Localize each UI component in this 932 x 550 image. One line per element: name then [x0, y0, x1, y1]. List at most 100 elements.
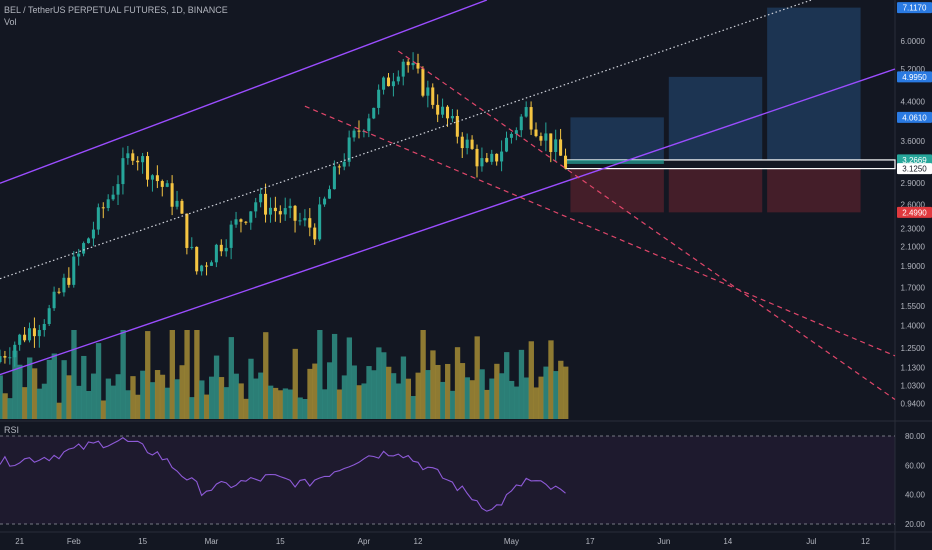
volume-area	[0, 330, 569, 419]
volume-bar	[494, 363, 500, 419]
volume-bar	[95, 343, 102, 419]
candle-body	[8, 357, 12, 359]
candle-body	[450, 116, 454, 119]
rsi-tick-label: 60.00	[905, 461, 926, 470]
rsi-panel: 80.00 60.00 40.00 20.00	[0, 432, 926, 529]
candle-body	[283, 208, 287, 215]
time-tick-label: Jun	[657, 537, 670, 546]
time-tick-label: 15	[276, 537, 285, 546]
candle-body	[62, 277, 66, 293]
time-tick-label: May	[504, 537, 519, 546]
volume-bar	[140, 370, 146, 419]
volume-bar	[179, 365, 185, 419]
candle-body	[298, 220, 302, 222]
volume-bar	[459, 363, 466, 419]
time-tick-label: 14	[723, 537, 732, 546]
volume-bar	[435, 364, 441, 419]
volume-bar	[322, 389, 328, 419]
time-tick-label: 12	[861, 537, 870, 546]
price-tick-label: 2.6000	[901, 201, 926, 210]
price-tag-box	[897, 111, 932, 123]
candle-body	[318, 204, 322, 240]
candle-body	[534, 129, 538, 137]
candle-body	[529, 107, 533, 130]
candle-body	[155, 175, 159, 182]
candle-body	[377, 89, 381, 108]
candle-body	[52, 291, 56, 309]
candle-body	[332, 166, 336, 190]
volume-bar	[46, 359, 53, 419]
candle-body	[514, 130, 518, 134]
volume-bar	[27, 357, 33, 419]
volume-bar	[563, 366, 569, 419]
time-tick-label: Apr	[358, 537, 371, 546]
candle-body	[391, 81, 395, 87]
candle-body	[160, 181, 164, 187]
candle-body	[465, 139, 469, 149]
price-tick-label: 1.2500	[901, 344, 926, 353]
candle-body	[441, 106, 445, 115]
candle-body	[490, 153, 494, 162]
candle-body	[480, 158, 484, 167]
volume-bar	[12, 350, 18, 419]
volume-label: Vol	[4, 17, 17, 27]
candle-body	[82, 243, 86, 254]
candle-body	[460, 136, 464, 149]
volume-bar	[86, 390, 92, 419]
candle-body	[273, 207, 277, 212]
candle-body	[101, 207, 105, 209]
trend-drawings	[0, 0, 896, 400]
candle-body	[544, 133, 548, 141]
volume-bar	[31, 368, 38, 419]
candle-body	[411, 63, 415, 66]
volume-bar	[268, 385, 274, 419]
candle-body	[524, 107, 528, 117]
candle-body	[406, 61, 410, 66]
volume-bar	[449, 390, 456, 419]
candle-body	[549, 133, 553, 153]
candle-body	[27, 328, 32, 341]
target-zone	[767, 7, 861, 160]
volume-bar	[76, 385, 82, 419]
volume-bar	[381, 352, 387, 419]
candle-body	[308, 218, 312, 228]
candle-body	[126, 153, 130, 159]
candle-body	[268, 207, 272, 215]
time-tick-label: 12	[414, 537, 423, 546]
price-tag-label: 4.9950	[902, 73, 927, 82]
candle-body	[111, 194, 115, 200]
volume-bar	[66, 375, 72, 419]
candle-body	[254, 202, 258, 212]
channel-line	[0, 68, 896, 376]
candle-body	[249, 211, 253, 223]
volume-bar	[292, 348, 298, 419]
candle-body	[146, 156, 150, 180]
volume-bar	[105, 378, 112, 419]
candle-body	[96, 207, 100, 230]
volume-bar	[548, 340, 554, 419]
volume-bar	[243, 398, 249, 419]
volume-bar	[440, 381, 446, 419]
candle-body	[436, 104, 440, 115]
price-tick-label: 3.6000	[901, 137, 926, 146]
volume-bar	[277, 390, 284, 419]
volume-bar	[61, 360, 67, 419]
candle-body	[554, 139, 558, 153]
rsi-label: RSI	[4, 425, 20, 435]
volume-bar	[538, 376, 544, 419]
volume-bar	[204, 394, 210, 419]
volume-bar	[312, 363, 318, 419]
volume-bar	[110, 385, 116, 419]
candle-body	[426, 87, 430, 96]
volume-bar	[223, 387, 230, 419]
price-tag-label: 7.1170	[903, 4, 927, 13]
volume-bar	[331, 333, 338, 419]
candle-body	[367, 118, 371, 132]
candle-body	[0, 356, 2, 363]
price-tag-label: 4.0610	[902, 113, 927, 122]
volume-bar	[2, 393, 8, 419]
chart-title: BEL / TetherUS PERPETUAL FUTURES, 1D, BI…	[4, 5, 228, 15]
volume-bar	[174, 379, 180, 419]
volume-bar	[405, 378, 412, 419]
